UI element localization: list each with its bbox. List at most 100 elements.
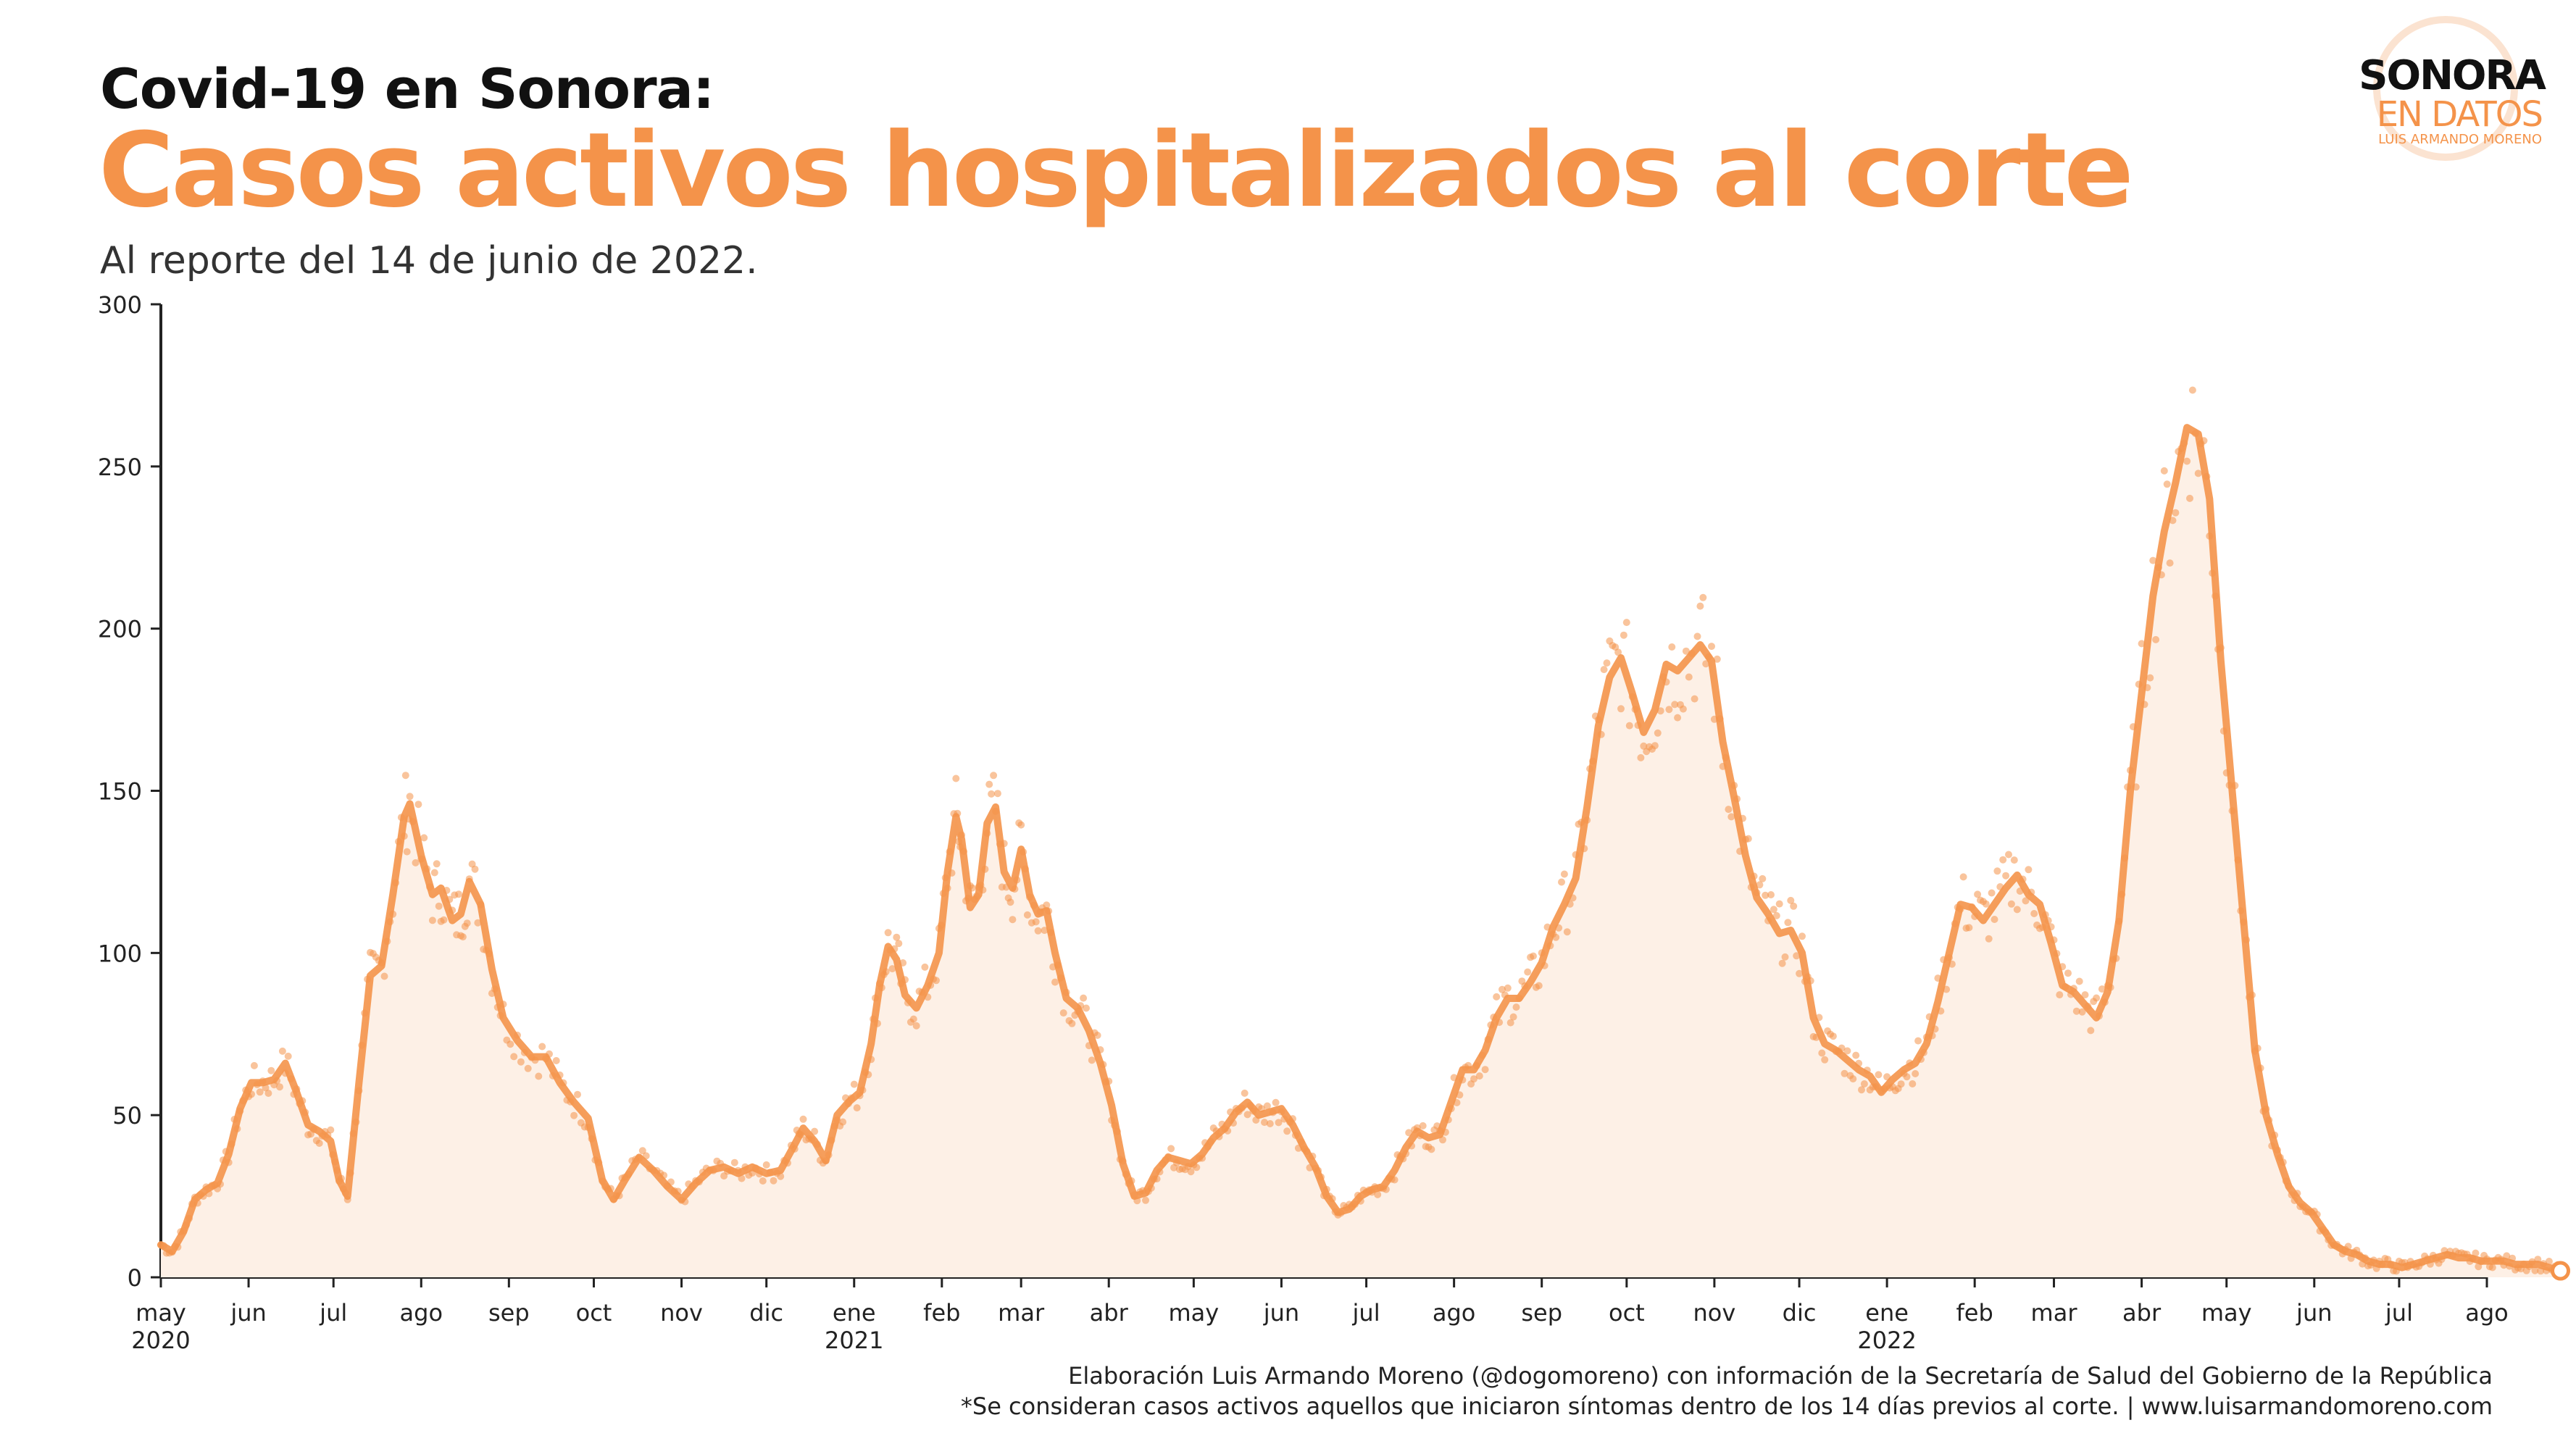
daily-point	[1796, 969, 1804, 977]
daily-point	[284, 1052, 292, 1060]
daily-point	[459, 933, 467, 941]
daily-point	[1167, 1145, 1175, 1153]
daily-point	[1625, 722, 1633, 730]
daily-point	[2545, 1258, 2553, 1265]
daily-point	[403, 848, 411, 856]
daily-point	[1767, 891, 1775, 898]
daily-point	[433, 860, 441, 868]
daily-point	[327, 1126, 335, 1134]
daily-point	[570, 1111, 578, 1119]
daily-point	[1793, 952, 1801, 960]
daily-point	[1187, 1168, 1195, 1176]
trend-line	[157, 424, 2564, 1274]
x-tick-label: nov	[1693, 1299, 1736, 1327]
daily-point	[1909, 1080, 1917, 1087]
daily-point	[2531, 1266, 2539, 1274]
daily-point	[2166, 559, 2174, 567]
daily-point	[1560, 870, 1568, 878]
daily-point	[1818, 1049, 1826, 1057]
daily-point	[1762, 891, 1770, 899]
daily-point	[811, 1127, 819, 1135]
daily-point	[1512, 1003, 1520, 1011]
daily-point	[2010, 856, 2018, 864]
daily-point	[1682, 647, 1690, 655]
daily-point	[1798, 932, 1806, 940]
daily-point	[1781, 953, 1789, 961]
daily-point	[1693, 632, 1701, 640]
daily-point	[2072, 1007, 2080, 1015]
daily-point	[380, 972, 388, 980]
daily-point	[455, 890, 462, 898]
x-tick-label: nov	[660, 1299, 703, 1327]
daily-point	[988, 790, 996, 798]
daily-point	[1821, 1056, 1829, 1064]
daily-point	[535, 1072, 543, 1080]
daily-point	[507, 1040, 514, 1048]
daily-point	[1193, 1164, 1201, 1172]
daily-point	[853, 1104, 861, 1112]
daily-point	[1243, 1111, 1251, 1119]
daily-point	[1985, 935, 1993, 943]
area-fill-layer	[161, 427, 2561, 1277]
y-tick-label: 300	[98, 291, 142, 319]
daily-point	[1493, 993, 1501, 1001]
daily-point	[893, 933, 901, 941]
x-tick-label: ago	[1433, 1299, 1476, 1327]
x-tick-label: abr	[1090, 1299, 1129, 1327]
daily-point	[1679, 705, 1687, 713]
daily-point	[401, 772, 409, 780]
daily-point	[1083, 1004, 1090, 1012]
daily-point	[799, 1115, 807, 1123]
y-tick-label: 100	[98, 940, 142, 967]
daily-point	[839, 1118, 847, 1126]
daily-point	[1702, 660, 1710, 668]
daily-point	[2098, 985, 2106, 993]
daily-point	[524, 1064, 532, 1072]
daily-point	[1991, 916, 1998, 923]
daily-point	[1275, 1119, 1283, 1127]
daily-point	[1875, 1071, 1883, 1079]
x-tick-label: abr	[2122, 1299, 2162, 1327]
x-tick-year-label: 2020	[131, 1327, 190, 1354]
daily-point	[1959, 873, 1967, 881]
daily-point	[1829, 1032, 1837, 1040]
daily-point	[2075, 977, 2083, 985]
trend-line-layer	[157, 424, 2571, 1281]
daily-point	[2194, 469, 2202, 477]
daily-point	[1744, 835, 1752, 843]
x-tick-label: jun	[230, 1299, 266, 1327]
daily-point	[552, 1057, 560, 1064]
daily-point	[1784, 919, 1792, 927]
daily-point	[1283, 1127, 1291, 1135]
daily-point	[1903, 1073, 1911, 1081]
daily-point	[1535, 982, 1543, 990]
daily-point	[250, 1061, 258, 1069]
daily-point	[2186, 494, 2193, 502]
daily-point	[884, 929, 892, 937]
daily-point	[1506, 1019, 1514, 1027]
daily-point	[1509, 1013, 1517, 1021]
daily-point	[1770, 906, 1777, 914]
daily-point	[1651, 742, 1659, 750]
x-tick-label: feb	[923, 1299, 960, 1327]
daily-point	[1093, 1032, 1101, 1039]
x-tick-label: ago	[2465, 1299, 2509, 1327]
daily-point	[1674, 714, 1682, 722]
daily-point	[1671, 701, 1679, 709]
daily-point	[1266, 1120, 1274, 1127]
x-tick-label: dic	[1783, 1299, 1817, 1327]
daily-point	[420, 834, 428, 842]
daily-point	[474, 919, 482, 927]
daily-point	[2056, 991, 2064, 999]
area-fill	[161, 427, 2561, 1277]
daily-point	[1504, 984, 1512, 992]
daily-point	[1470, 1075, 1477, 1083]
daily-point	[2152, 635, 2160, 643]
daily-point	[888, 965, 896, 973]
x-tick-label: ene	[833, 1299, 876, 1327]
daily-point	[440, 916, 448, 924]
x-tick-label: mar	[2031, 1299, 2078, 1327]
daily-point	[1617, 705, 1625, 713]
daily-point	[1620, 631, 1627, 639]
